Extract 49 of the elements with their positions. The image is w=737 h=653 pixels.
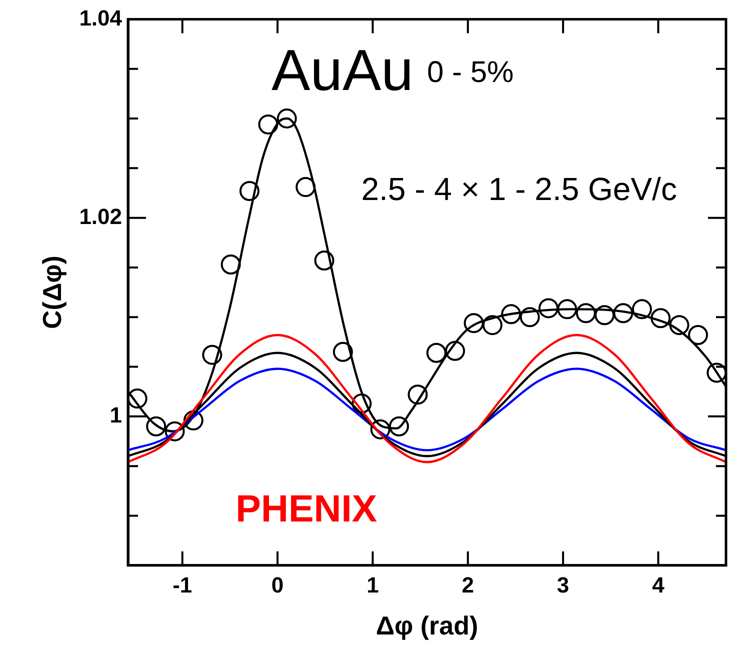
point: [388, 416, 409, 436]
x-tick-label: 4: [652, 572, 666, 598]
point: [258, 114, 278, 134]
point: [146, 416, 166, 436]
point: [183, 410, 204, 430]
point: [332, 342, 353, 362]
point: [501, 304, 522, 324]
point: [464, 313, 484, 334]
point: [370, 419, 390, 440]
point: [314, 250, 334, 271]
x-tick-label: 3: [556, 572, 570, 598]
point: [688, 325, 708, 346]
y-tick-label: 1: [110, 402, 122, 428]
point: [669, 315, 690, 336]
point: [557, 299, 578, 320]
x-axis-title: Δφ (rad): [376, 610, 478, 641]
x-tick-label: 0: [271, 572, 284, 598]
y-tick-label: 1.04: [79, 5, 123, 30]
point: [220, 254, 241, 274]
point: [706, 362, 726, 383]
point: [632, 299, 652, 320]
point: [164, 421, 185, 442]
y-tick-label: 1.02: [79, 204, 122, 229]
point: [239, 181, 260, 202]
y-axis-title: C(Δφ): [36, 256, 67, 329]
x-tick-label: 2: [462, 572, 474, 598]
point: [594, 305, 615, 326]
annotation: AuAu: [272, 38, 414, 103]
point: [520, 307, 540, 328]
x-tick-label: -1: [172, 572, 192, 598]
point: [296, 177, 316, 198]
point: [352, 394, 372, 414]
point: [538, 298, 558, 318]
line-series: [128, 334, 726, 464]
point: [576, 303, 596, 324]
annotation: PHENIX: [236, 488, 378, 530]
point: [613, 303, 634, 324]
point: [202, 344, 222, 365]
annotation: 0 - 5%: [427, 56, 514, 90]
annotation: 2.5 - 4 × 1 - 2.5 GeV/c: [361, 171, 677, 208]
point: [408, 384, 428, 405]
line-series: [128, 368, 726, 452]
point: [482, 315, 502, 336]
point: [426, 342, 446, 363]
point: [276, 108, 297, 129]
point: [128, 388, 148, 409]
x-tick-label: 1: [366, 572, 379, 598]
point: [650, 308, 671, 328]
point: [445, 340, 466, 361]
